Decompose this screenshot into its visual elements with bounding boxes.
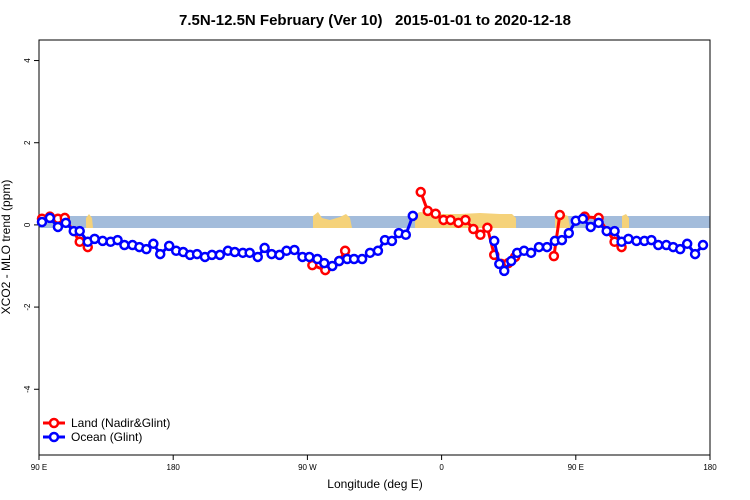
data-point bbox=[386, 235, 398, 247]
y-axis-label: XCO2 - MLO trend (ppm) bbox=[0, 180, 13, 315]
data-point bbox=[482, 222, 493, 234]
legend: Land (Nadir&Glint)Ocean (Glint) bbox=[43, 416, 170, 444]
data-point bbox=[44, 212, 56, 224]
x-tick-label: 90 E bbox=[31, 463, 47, 472]
surface-band bbox=[39, 212, 710, 228]
data-point bbox=[252, 251, 263, 263]
land-patch bbox=[313, 212, 352, 228]
data-point bbox=[505, 255, 517, 267]
data-point bbox=[259, 242, 270, 254]
data-point bbox=[681, 238, 693, 250]
data-point bbox=[609, 225, 620, 237]
data-point bbox=[533, 241, 545, 253]
y-tick-label: 4 bbox=[23, 58, 32, 63]
data-point bbox=[494, 258, 505, 270]
data-point bbox=[585, 221, 596, 233]
data-point bbox=[119, 239, 130, 251]
data-point bbox=[356, 253, 368, 265]
axes: 90 E 180 90 W 0 90 E 180 -4 -2 0 2 4 bbox=[23, 58, 717, 472]
data-point bbox=[525, 247, 537, 259]
data-point bbox=[415, 186, 426, 198]
data-point bbox=[430, 208, 441, 220]
data-point bbox=[89, 233, 100, 245]
x-tick-label: 0 bbox=[439, 463, 444, 472]
data-point bbox=[112, 234, 123, 246]
series-lines bbox=[36, 186, 709, 277]
data-point bbox=[623, 233, 634, 245]
data-point bbox=[348, 253, 360, 265]
y-tick-label: 2 bbox=[23, 140, 32, 145]
data-point bbox=[154, 248, 166, 260]
data-point bbox=[554, 209, 566, 221]
data-point bbox=[52, 221, 64, 233]
data-point bbox=[593, 217, 604, 229]
data-point bbox=[163, 240, 175, 252]
data-point bbox=[36, 216, 48, 228]
y-tick-label: 0 bbox=[23, 222, 32, 227]
plot-frame bbox=[38, 39, 711, 456]
ocean-band bbox=[39, 216, 710, 228]
data-point bbox=[548, 250, 560, 262]
data-point bbox=[689, 248, 701, 260]
data-point bbox=[674, 243, 686, 255]
data-point bbox=[498, 265, 510, 277]
legend-marker bbox=[48, 417, 60, 429]
data-point bbox=[304, 251, 315, 263]
data-point bbox=[214, 249, 226, 261]
data-point bbox=[563, 227, 575, 239]
y-tick-label: -2 bbox=[23, 303, 32, 311]
data-point bbox=[333, 255, 345, 267]
data-point bbox=[541, 241, 553, 253]
x-tick-label: 90 E bbox=[568, 463, 584, 472]
legend-marker bbox=[48, 431, 60, 443]
data-point bbox=[460, 214, 471, 226]
data-point bbox=[229, 246, 241, 258]
land-patch bbox=[86, 214, 93, 228]
data-point bbox=[407, 210, 419, 222]
data-point bbox=[339, 245, 351, 257]
land-patch bbox=[622, 214, 629, 228]
data-point bbox=[74, 225, 85, 237]
data-point bbox=[400, 229, 412, 241]
data-point bbox=[488, 235, 500, 247]
data-point bbox=[148, 238, 159, 250]
data-point bbox=[141, 243, 152, 255]
x-tick-label: 90 W bbox=[298, 463, 317, 472]
data-point bbox=[697, 239, 709, 251]
data-point bbox=[327, 260, 338, 272]
data-point bbox=[556, 234, 568, 246]
legend-label: Ocean (Glint) bbox=[71, 430, 142, 444]
data-point bbox=[468, 223, 479, 235]
data-point bbox=[372, 245, 384, 257]
data-point bbox=[60, 217, 72, 229]
chart-title: 7.5N-12.5N February (Ver 10) 2015-01-01 … bbox=[179, 12, 571, 29]
x-axis-label: Longitude (deg E) bbox=[327, 477, 422, 491]
data-point bbox=[318, 257, 330, 269]
data-point bbox=[475, 229, 486, 241]
data-point bbox=[577, 213, 589, 224]
data-point bbox=[74, 236, 85, 247]
x-tick-label: 180 bbox=[167, 463, 181, 472]
data-point bbox=[244, 247, 255, 259]
legend-label: Land (Nadir&Glint) bbox=[71, 416, 170, 430]
x-tick-label: 180 bbox=[703, 463, 717, 472]
data-point bbox=[289, 244, 300, 256]
y-tick-label: -4 bbox=[23, 385, 32, 393]
data-point bbox=[653, 239, 664, 251]
data-point bbox=[646, 234, 657, 246]
